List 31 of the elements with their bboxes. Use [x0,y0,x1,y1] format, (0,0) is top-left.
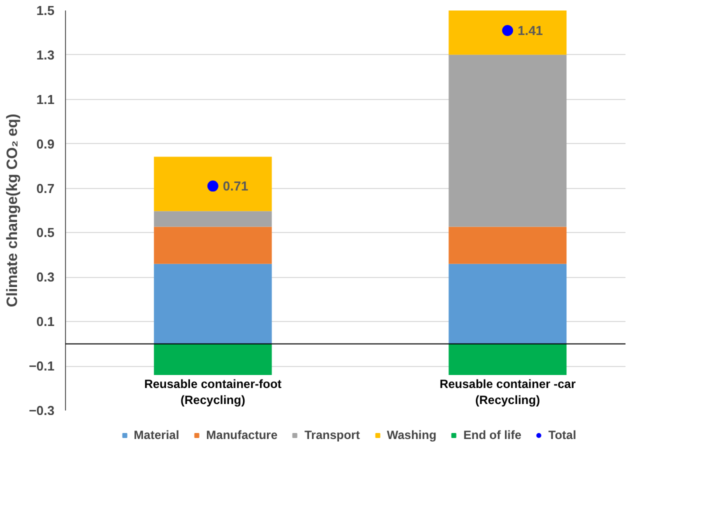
bar [154,344,272,375]
x-tick-label: Reusable container-foot (Recycling) [144,376,282,407]
y-tick-label: 1.1 [36,92,55,107]
y-tick-label: 0.5 [36,225,55,240]
y-tick-label: −0.3 [28,403,55,418]
legend-label: Transport [304,428,360,442]
y-axis-title: Climate change(kg CO₂ eq) [4,114,21,308]
x-tick-label: Reusable container -car (Recycling) [440,376,576,407]
y-tick-label: 0.9 [36,136,55,152]
data-label: 0.71 [222,178,248,194]
legend-label: Washing [386,428,436,442]
data-label: 1.41 [518,23,543,38]
y-tick-label: 0.7 [36,180,55,196]
bar [154,226,272,264]
bar [154,211,272,227]
y-tick-label: 0.3 [36,270,55,285]
bar [448,344,567,375]
bar [154,264,272,344]
legend-label: End of life [463,428,522,442]
legend-label: Material [134,428,180,442]
legend-label: Manufacture [206,428,278,442]
bar [154,156,272,212]
y-tick-label: 1.5 [36,3,55,18]
bar [448,10,567,55]
bar [448,226,567,264]
y-tick-label: −0.1 [28,358,55,374]
y-tick-label: 1.3 [36,47,55,62]
y-tick-label: 0.1 [36,314,55,330]
bar [448,54,567,227]
legend-label: Total [548,428,576,442]
bar [448,264,567,344]
